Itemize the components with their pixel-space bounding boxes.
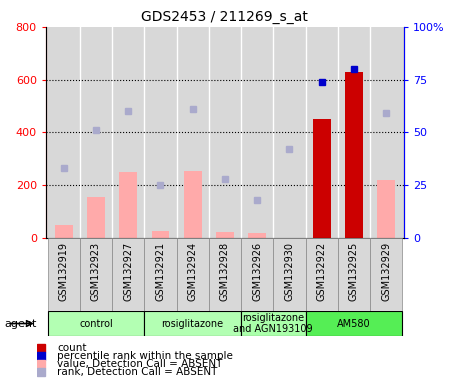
Text: GSM132923: GSM132923	[91, 242, 101, 301]
Bar	[184, 171, 202, 238]
Text: GSM132926: GSM132926	[252, 242, 262, 301]
Text: GSM132925: GSM132925	[349, 242, 359, 301]
Bar	[55, 225, 73, 238]
Bar	[345, 72, 363, 238]
Text: GSM132928: GSM132928	[220, 242, 230, 301]
Text: AM580: AM580	[337, 318, 371, 329]
Bar	[87, 197, 105, 238]
Bar	[377, 180, 395, 238]
Text: GSM132930: GSM132930	[285, 242, 294, 301]
Title: GDS2453 / 211269_s_at: GDS2453 / 211269_s_at	[141, 10, 308, 25]
Bar	[48, 238, 80, 311]
Text: rank, Detection Call = ABSENT: rank, Detection Call = ABSENT	[57, 367, 218, 377]
Bar	[48, 311, 144, 336]
Bar	[370, 238, 402, 311]
Bar	[144, 311, 241, 336]
Bar	[306, 238, 338, 311]
Text: percentile rank within the sample: percentile rank within the sample	[57, 351, 233, 361]
Text: count: count	[57, 343, 87, 353]
Bar	[151, 231, 169, 238]
Text: rosiglitazone
and AGN193109: rosiglitazone and AGN193109	[234, 313, 313, 334]
Bar	[112, 238, 144, 311]
Text: GSM132921: GSM132921	[156, 242, 165, 301]
Text: GSM132929: GSM132929	[381, 242, 391, 301]
Text: control: control	[79, 318, 113, 329]
Text: value, Detection Call = ABSENT: value, Detection Call = ABSENT	[57, 359, 223, 369]
Bar	[80, 238, 112, 311]
Text: GSM132922: GSM132922	[317, 242, 327, 301]
Text: agent: agent	[4, 318, 37, 329]
Text: rosiglitazone: rosiglitazone	[162, 318, 224, 329]
Bar	[144, 238, 177, 311]
Bar	[209, 238, 241, 311]
Bar	[177, 238, 209, 311]
Bar	[273, 238, 306, 311]
Bar	[306, 311, 402, 336]
Bar	[241, 311, 306, 336]
Bar	[216, 232, 234, 238]
Bar	[248, 233, 266, 238]
Bar	[119, 172, 137, 238]
Text: GSM132919: GSM132919	[59, 242, 69, 301]
Bar	[313, 119, 330, 238]
Text: GSM132924: GSM132924	[188, 242, 198, 301]
Text: GSM132927: GSM132927	[123, 242, 133, 301]
Bar	[241, 238, 273, 311]
Bar	[338, 238, 370, 311]
